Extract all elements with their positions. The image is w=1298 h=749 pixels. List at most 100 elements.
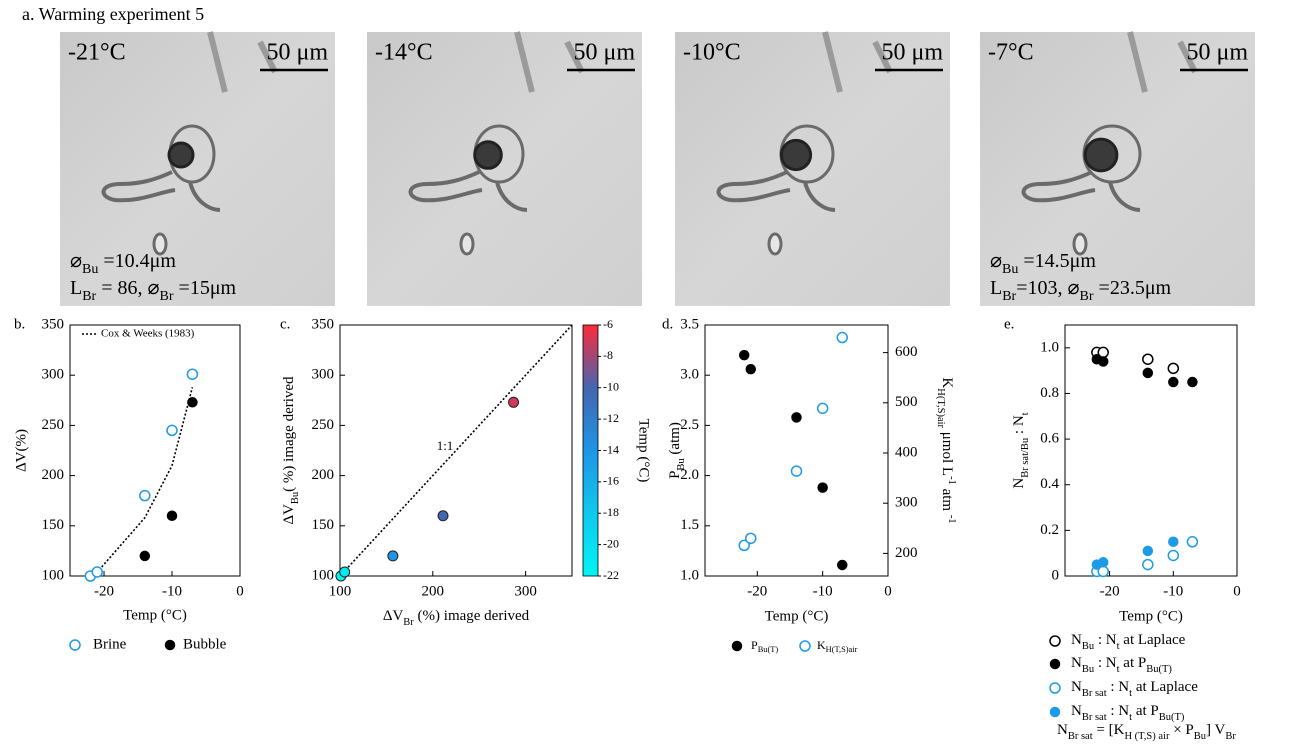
text-segment: Bu	[1082, 664, 1095, 675]
data-line	[339, 324, 573, 577]
text-segment: N	[1071, 703, 1082, 719]
x-tick-label: -10	[1163, 583, 1183, 599]
data-point	[166, 510, 178, 522]
x-tick-label: 0	[884, 583, 892, 599]
colorbar-tick-label: -14	[603, 442, 619, 456]
y-tick-label: 2.0	[680, 467, 699, 483]
text-segment: N	[1057, 722, 1068, 738]
y-tick-label: 200	[312, 467, 335, 483]
panel-label: c.	[280, 316, 290, 332]
micrograph	[675, 32, 950, 306]
image-temperature: -21°C	[68, 40, 126, 66]
text-segment: Bu	[676, 458, 687, 471]
y-tick-label: 0.2	[1040, 522, 1059, 538]
droplet	[767, 232, 783, 256]
y-tick-label: 3.5	[680, 316, 699, 332]
annotation: 1:1	[437, 438, 454, 453]
legend-marker	[1049, 658, 1061, 670]
y-tick-label: 1.0	[680, 567, 699, 583]
data-point	[1142, 558, 1154, 571]
colorbar-tick-label: -22	[603, 568, 619, 582]
y2-tick-label: 500	[895, 394, 918, 410]
text-segment: H(T,S)air	[826, 645, 858, 654]
legend-label: Brine	[93, 636, 127, 652]
inclusion-stalk	[101, 170, 221, 212]
text-segment: N	[1071, 679, 1082, 695]
legend-marker	[731, 640, 743, 652]
panel-label: d.	[662, 316, 673, 332]
legend-label: NBr sat : Nt at Laplace	[1071, 679, 1198, 698]
text-segment: =103, ⌀	[1016, 277, 1079, 299]
y-tick-label: 350	[312, 316, 335, 332]
brine-channel	[207, 31, 278, 93]
colorbar-tick-label: -10	[603, 380, 619, 394]
text-segment: -1	[946, 476, 957, 485]
text-segment: H(T,S)air	[935, 388, 946, 428]
colorbar-tick-label: -20	[603, 536, 619, 550]
text-segment: (%) image derived	[414, 608, 530, 624]
y-tick-label: 250	[42, 417, 65, 433]
y-axis-label: PBu (atm)	[667, 422, 686, 479]
image-annotation: ⌀Bu =14.5μm	[990, 250, 1096, 277]
y-tick-label: 100	[312, 567, 335, 583]
text-segment: Br	[1225, 731, 1236, 742]
droplet	[152, 232, 168, 256]
text-segment: =23.5μm	[1094, 277, 1172, 299]
text-segment: Br	[82, 289, 96, 304]
text-segment: ⌀	[70, 250, 82, 272]
y2-tick-label: 400	[895, 444, 918, 460]
text-segment: L	[70, 277, 82, 299]
text-segment: atm	[939, 485, 955, 515]
y-tick-label: 3.0	[680, 367, 699, 383]
data-point	[745, 363, 756, 375]
scale-bar-label: 50 μm	[573, 40, 635, 66]
x-tick-label: 100	[329, 583, 352, 599]
plot-frame	[69, 324, 241, 577]
y2-tick-label: 600	[895, 344, 918, 360]
y2-axis-label: KH(T,S)air μmol L-1 atm -1	[935, 377, 957, 523]
x-tick-label: -20	[1100, 583, 1120, 599]
text-segment: Br sat	[1082, 712, 1107, 723]
text-segment: =15μm	[174, 277, 237, 299]
text-segment: Br	[160, 289, 174, 304]
y2-tick-label: 200	[895, 545, 918, 561]
inclusion-stalk	[716, 170, 836, 212]
y-tick-label: 2.5	[680, 417, 699, 433]
panel-label: b.	[14, 316, 25, 332]
text-segment: Br sat	[1068, 731, 1093, 742]
text-segment: : N	[1011, 415, 1027, 438]
text-segment: (atm)	[667, 422, 683, 458]
image-annotation: LBr = 86, ⌀Br =15μm	[70, 277, 237, 304]
bubble	[473, 140, 503, 170]
y-tick-label: 1.0	[1040, 339, 1059, 355]
legend-label: NBr sat : Nt at PBu(T)	[1071, 703, 1185, 722]
legend-marker	[1049, 635, 1061, 647]
data-point	[1097, 557, 1109, 568]
y-tick-label: 0.8	[1040, 385, 1059, 401]
legend-label: PBu(T)	[751, 638, 778, 655]
figure-title: a. Warming experiment 5	[22, 4, 204, 24]
text-segment: Bu	[1002, 262, 1018, 277]
legend-label: NBu : Nt at PBu(T)	[1071, 655, 1172, 674]
data-point	[1186, 536, 1199, 548]
scale-bar-label: 50 μm	[881, 40, 943, 66]
data-point	[187, 397, 198, 408]
inclusion	[716, 31, 893, 256]
inclusion-stalk	[1021, 170, 1141, 212]
x-tick-label: -10	[162, 583, 182, 599]
y-axis-label: ΔV(%)	[13, 429, 29, 472]
text-segment: H (T,S) air	[1124, 731, 1170, 742]
text-segment: μmol L	[939, 428, 955, 476]
data-point	[437, 510, 449, 522]
scale-bar-label: 50 μm	[266, 40, 328, 66]
text-segment: L	[990, 277, 1002, 299]
data-point	[1142, 353, 1154, 365]
text-segment: at P	[1132, 703, 1159, 719]
image-annotation: ⌀Bu =10.4μm	[70, 250, 176, 277]
text-segment: Br	[403, 617, 414, 628]
text-segment: =10.4μm	[98, 250, 176, 272]
x-tick-label: 300	[514, 583, 537, 599]
data-point	[508, 396, 520, 408]
micrograph	[367, 32, 642, 306]
